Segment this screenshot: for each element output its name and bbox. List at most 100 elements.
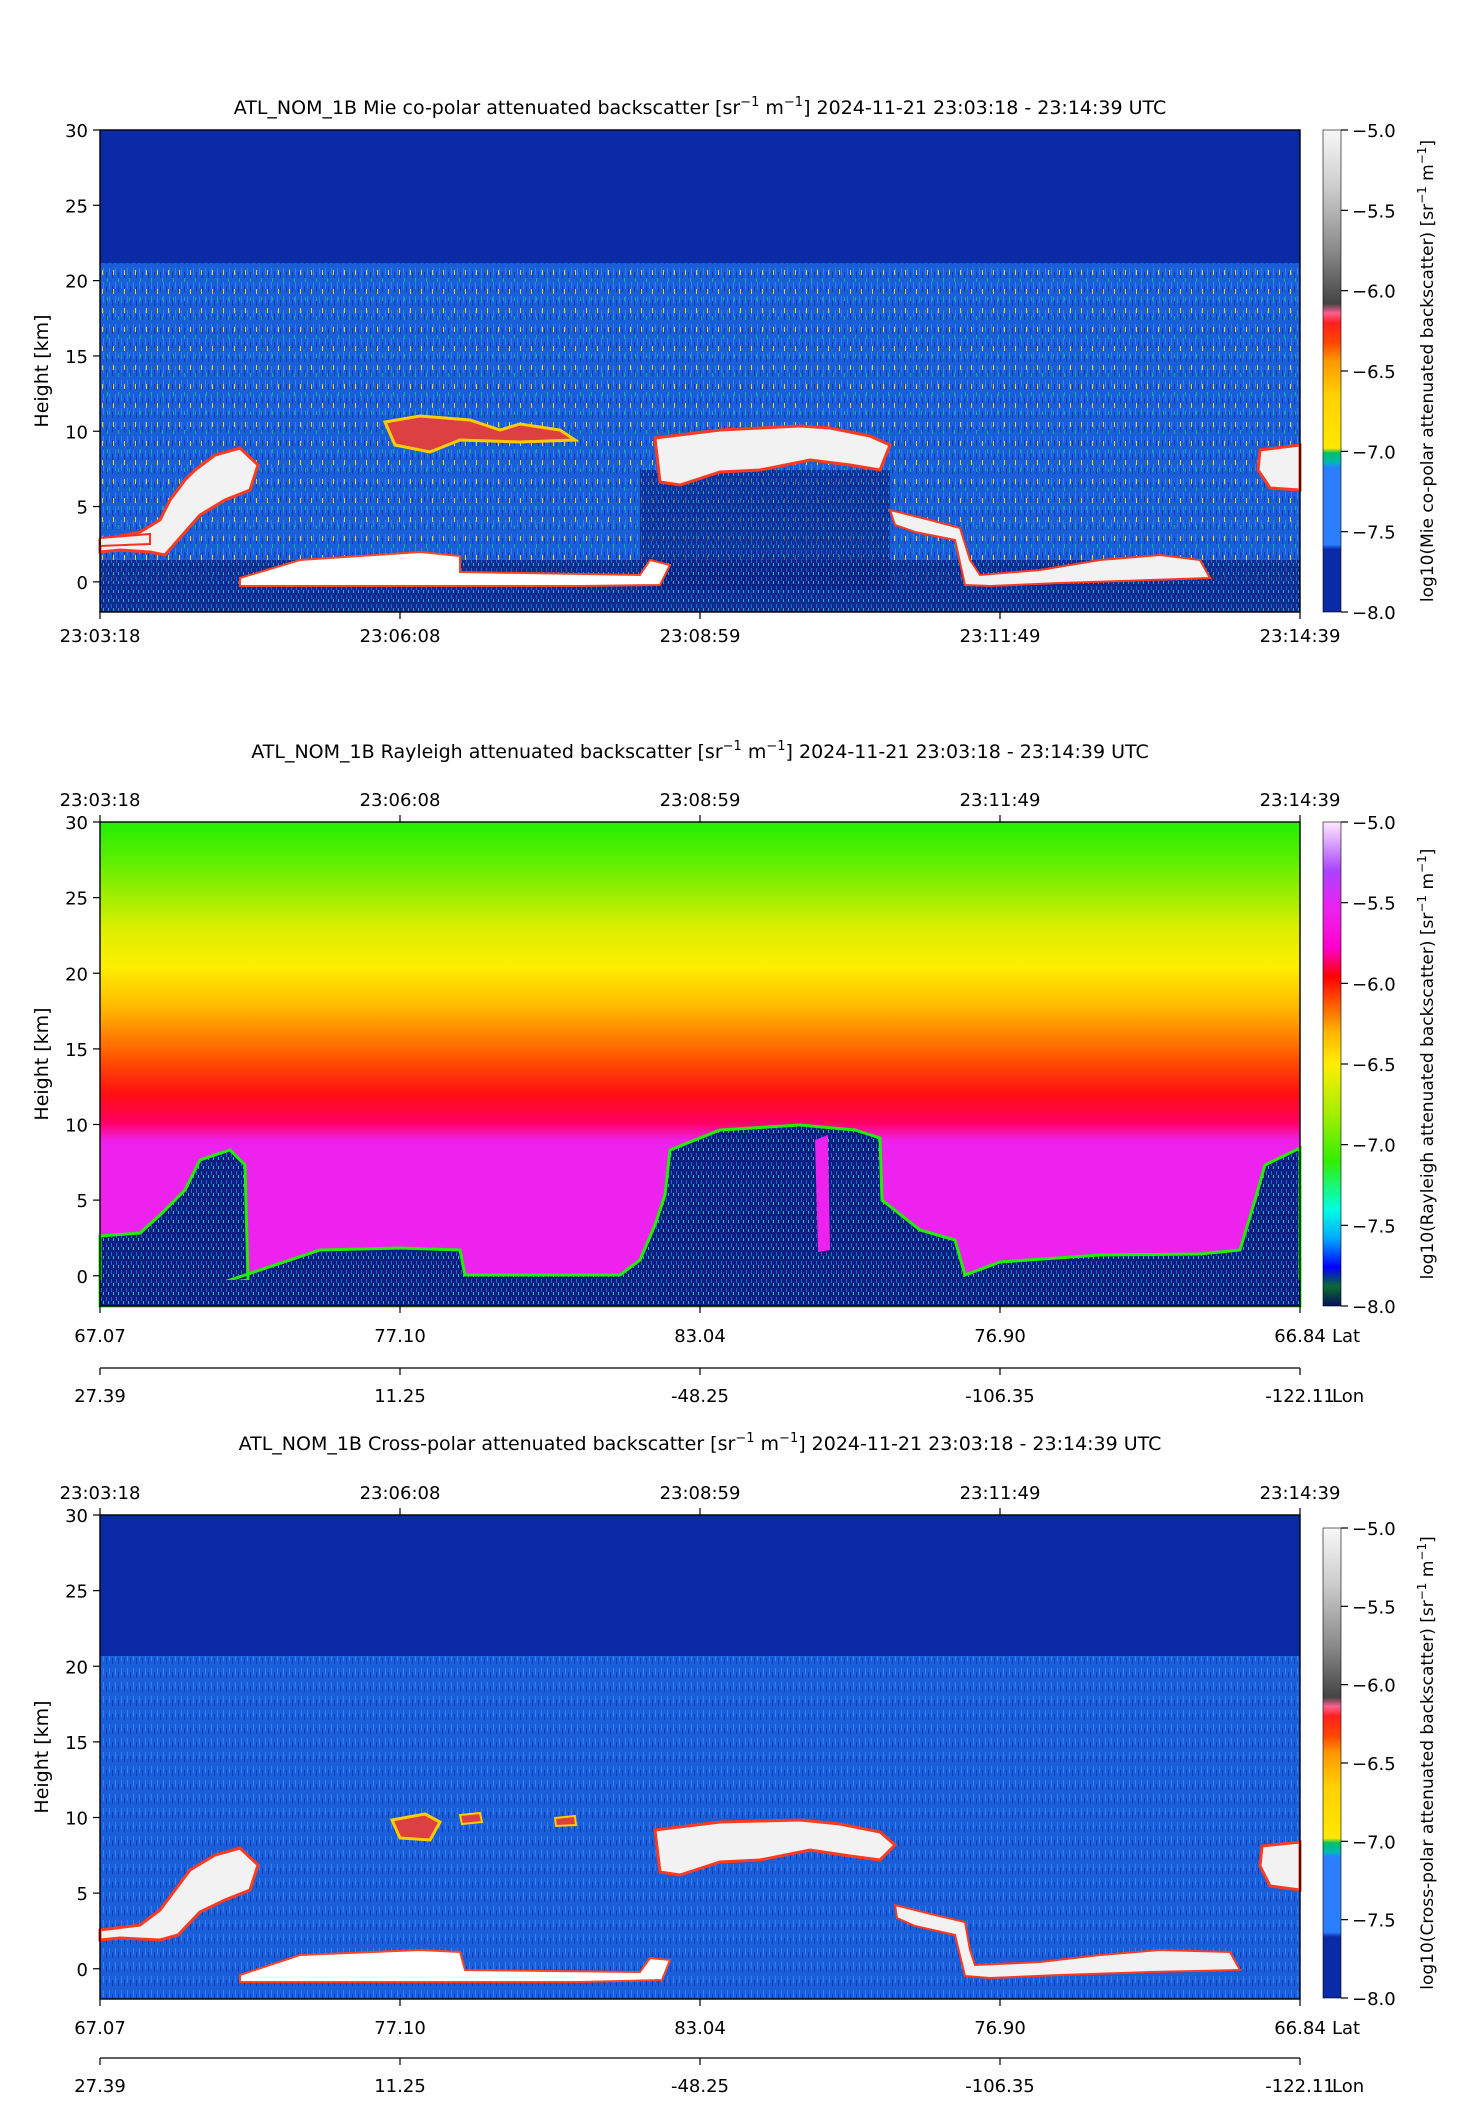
y-tick-label: 10: [65, 422, 88, 443]
lon-tick-label: -106.35: [965, 1386, 1034, 1407]
colorbar-tick-label: −8.0: [1352, 1989, 1396, 2010]
plot-area: [98, 130, 1302, 612]
colorbar-tick-label: −6.5: [1352, 362, 1396, 383]
cloud-low-right: [888, 508, 1212, 588]
lon-tick-label: 11.25: [374, 1386, 426, 1407]
colorbar: −5.0 −5.5 −6.0 −6.5 −7.0 −7.5 −8.0 log10(Mie c…: [1322, 121, 1438, 624]
time-tick-label: 23:06:08: [360, 790, 441, 811]
lon-tick-label: -48.25: [671, 2076, 729, 2097]
colorbar-label: log10(Rayleigh attenuated backscatter) […: [1415, 849, 1438, 1280]
panel-title: ATL_NOM_1B Mie co-polar attenuated backs…: [234, 95, 1167, 119]
lat-tick-label: 76.90: [974, 2018, 1026, 2039]
below-cloud-region: [640, 470, 890, 590]
time-axis: 23:03:18 23:06:08 23:08:59 23:11:49 23:14:39: [60, 1483, 1341, 1515]
lat-tick-label: 83.04: [674, 1326, 726, 1347]
y-tick-label: 15: [65, 1733, 88, 1754]
time-tick-label: 23:11:49: [960, 1483, 1041, 1504]
colorbar-tick-label: −7.5: [1352, 523, 1396, 544]
colorbar-gradient: [1323, 1528, 1341, 1998]
colorbar-tick-label: −5.5: [1352, 1597, 1396, 1618]
lon-label: Lon: [1332, 1386, 1364, 1407]
y-axis: 30 25 20 15 10 5 0: [65, 1506, 100, 1981]
colorbar-tick-label: −5.5: [1352, 201, 1396, 222]
colorbar-label: log10(Cross-polar attenuated backscatter…: [1415, 1536, 1438, 1989]
y-tick-label: 15: [65, 347, 88, 368]
lon-label: Lon: [1332, 2076, 1364, 2097]
y-tick-label: 20: [65, 1657, 88, 1678]
y-tick-label: 30: [65, 1506, 88, 1527]
colorbar-tick-label: −6.0: [1352, 282, 1396, 303]
cloud-right-high: [1258, 1840, 1302, 1892]
colorbar-ticks: −5.0 −5.5 −6.0 −6.5 −7.0 −7.5 −8.0: [1341, 121, 1396, 624]
colorbar-tick-label: −8.0: [1352, 603, 1396, 624]
plot-area: [98, 1515, 1302, 1999]
y-tick-label: 25: [65, 889, 88, 910]
colorbar-ticks: −5.0 −5.5 −6.0 −6.5 −7.0 −7.5 −8.0: [1341, 813, 1396, 1318]
lat-tick-label: 77.10: [374, 1326, 426, 1347]
cloud-mid-high: [382, 414, 580, 454]
lat-axis: 67.07 77.10 83.04 76.90 66.84 Lat: [74, 1999, 1360, 2039]
colorbar-tick-label: −7.0: [1352, 442, 1396, 463]
time-tick-label: 23:08:59: [660, 1483, 741, 1504]
time-axis: 23:03:18 23:06:08 23:08:59 23:11:49 23:14:39: [60, 790, 1341, 822]
colorbar-tick-label: −5.0: [1352, 1519, 1396, 1540]
cloud-left: [98, 1846, 260, 1942]
lat-label: Lat: [1332, 1326, 1360, 1347]
colorbar: −5.0 −5.5 −6.0 −6.5 −7.0 −7.5 −8.0 log10(Rayle…: [1322, 813, 1438, 1318]
y-tick-label: 20: [65, 964, 88, 985]
lat-tick-label: 83.04: [674, 2018, 726, 2039]
lon-tick-label: -106.35: [965, 2076, 1034, 2097]
lon-tick-label: -122.11: [1265, 2076, 1334, 2097]
lon-tick-label: -48.25: [671, 1386, 729, 1407]
time-tick-label: 23:06:08: [360, 1483, 441, 1504]
time-tick-label: 23:08:59: [660, 790, 741, 811]
colorbar-tick-label: −5.0: [1352, 813, 1396, 834]
y-tick-label: 30: [65, 813, 88, 834]
colorbar-tick-label: −7.5: [1352, 1216, 1396, 1237]
y-tick-label: 5: [77, 498, 88, 519]
colorbar-gradient: [1323, 130, 1341, 612]
cloud-left: [98, 446, 260, 557]
y-axis-label: Height [km]: [31, 314, 53, 427]
panel-rayleigh: ATL_NOM_1B Rayleigh attenuated backscatt…: [31, 739, 1438, 1407]
panel-mie: ATL_NOM_1B Mie co-polar attenuated backs…: [31, 95, 1438, 647]
time-tick-label: 23:03:18: [60, 1483, 141, 1504]
cloud-center-high: [653, 1818, 898, 1877]
surface-return: [239, 1948, 672, 1983]
attenuated-left: [98, 1123, 1302, 1308]
time-tick-label: 23:03:18: [60, 790, 141, 811]
y-tick-label: 5: [77, 1884, 88, 1905]
y-axis: 30 25 20 15 10 5 0: [65, 813, 100, 1288]
time-tick-label: 23:14:39: [1260, 790, 1341, 811]
panel-title: ATL_NOM_1B Rayleigh attenuated backscatt…: [251, 739, 1149, 763]
colorbar-gradient: [1323, 822, 1341, 1306]
colorbar-tick-label: −8.0: [1352, 1297, 1396, 1318]
time-axis: 23:03:18 23:06:08 23:08:59 23:11:49 23:14:39: [60, 612, 1341, 647]
time-tick-label: 23:14:39: [1260, 626, 1341, 647]
time-tick-label: 23:08:59: [660, 626, 741, 647]
cloud-right-high: [1256, 443, 1302, 492]
lat-label: Lat: [1332, 2018, 1360, 2039]
time-tick-label: 23:14:39: [1260, 1483, 1341, 1504]
y-tick-label: 5: [77, 1191, 88, 1212]
lat-tick-label: 66.84: [1274, 2018, 1326, 2039]
cloud-center-high: [653, 424, 892, 487]
lat-tick-label: 67.07: [74, 1326, 126, 1347]
colorbar-label: log10(Mie co-polar attenuated backscatte…: [1415, 140, 1438, 602]
cloud-mid-high-2: [458, 1811, 578, 1828]
time-tick-label: 23:11:49: [960, 790, 1041, 811]
y-tick-label: 25: [65, 1582, 88, 1603]
lon-tick-label: 27.39: [74, 1386, 126, 1407]
y-tick-label: 0: [77, 573, 88, 594]
panel-title: ATL_NOM_1B Cross-polar attenuated backsc…: [239, 1431, 1162, 1455]
time-tick-label: 23:03:18: [60, 626, 141, 647]
lon-tick-label: 11.25: [374, 2076, 426, 2097]
lat-tick-label: 76.90: [974, 1326, 1026, 1347]
y-tick-label: 25: [65, 196, 88, 217]
colorbar-tick-label: −6.5: [1352, 1055, 1396, 1076]
colorbar-tick-label: −6.0: [1352, 974, 1396, 995]
y-tick-label: 0: [77, 1267, 88, 1288]
